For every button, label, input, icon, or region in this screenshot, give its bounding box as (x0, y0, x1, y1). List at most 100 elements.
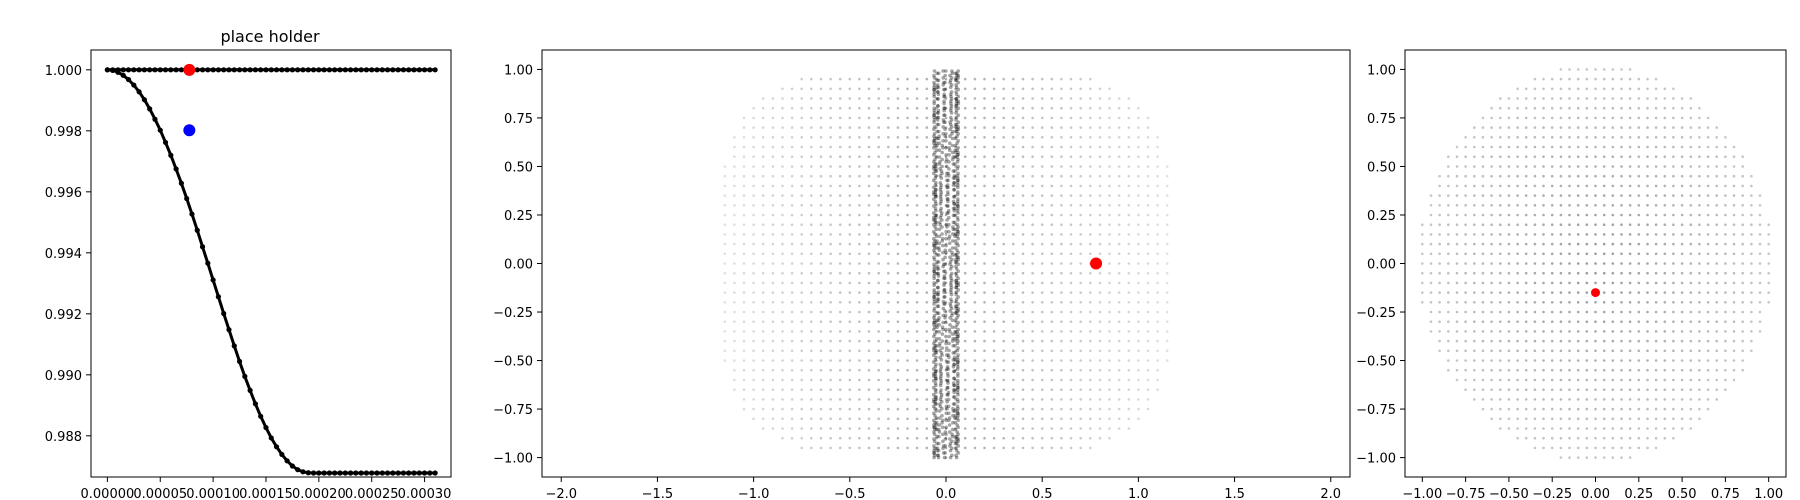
cloud-point (1724, 271, 1727, 275)
cloud-point (1079, 145, 1082, 149)
cloud-point (954, 252, 957, 256)
cloud-point (1672, 320, 1675, 324)
cloud-point (1672, 194, 1675, 197)
cloud-point (1117, 213, 1121, 217)
cloud-point (1031, 388, 1034, 392)
band-point (956, 204, 960, 208)
cloud-point (1499, 310, 1502, 314)
band-point (931, 399, 936, 404)
cloud-point (848, 310, 852, 314)
band-point (956, 236, 960, 241)
cloud-point (1069, 204, 1073, 207)
cloud-point (1429, 301, 1433, 304)
cloud-point (1724, 310, 1727, 314)
cloud-point (1594, 359, 1597, 362)
cloud-point (819, 330, 823, 333)
cloud-point (761, 339, 765, 343)
band-point (952, 213, 957, 218)
cloud-point (1447, 271, 1450, 275)
cloud-point (742, 398, 746, 401)
band-point (955, 255, 959, 260)
cloud-point (915, 106, 919, 110)
band-point (940, 418, 945, 423)
band-point (954, 104, 958, 108)
cloud-point (1002, 330, 1005, 333)
series-point (178, 180, 184, 186)
cloud-point (1559, 116, 1563, 120)
band-point (953, 122, 958, 127)
cloud-point (1516, 320, 1519, 324)
series-point (305, 67, 311, 73)
cloud-point (887, 204, 890, 207)
cloud-point (1568, 359, 1571, 362)
cloud-point (1146, 339, 1150, 343)
band-point (939, 197, 943, 201)
cloud-point (1672, 281, 1675, 285)
cloud-point (1050, 388, 1054, 392)
band-point (934, 409, 939, 413)
band-point (956, 150, 960, 155)
cloud-point (1611, 242, 1615, 246)
cloud-point (1585, 165, 1589, 168)
band-point (946, 353, 951, 357)
cloud-point (1060, 427, 1063, 430)
cloud-point (1542, 417, 1545, 421)
band-point (947, 215, 951, 220)
band-point (941, 76, 945, 80)
cloud-point (1031, 252, 1034, 256)
cloud-point (1050, 204, 1054, 207)
cloud-point (1050, 97, 1054, 100)
cloud-point (1568, 446, 1571, 450)
cloud-point (1576, 77, 1580, 81)
cloud-point (1602, 417, 1606, 421)
cloud-point (1516, 271, 1519, 275)
band-point (944, 69, 948, 73)
cloud-point (1533, 116, 1537, 120)
cloud-point (1715, 145, 1718, 149)
cloud-point (1002, 359, 1005, 362)
cloud-point (800, 242, 803, 246)
cloud-point (906, 301, 909, 304)
cloud-point (1146, 310, 1150, 314)
cloud-point (829, 446, 832, 450)
cloud-point (1089, 223, 1092, 226)
cloud-point (954, 310, 957, 314)
band-point (932, 111, 937, 115)
cloud-point (1559, 407, 1563, 411)
cloud-point (1507, 204, 1511, 207)
cloud-point (1732, 310, 1736, 314)
cloud-point (1750, 349, 1753, 353)
band-point (945, 185, 949, 190)
series-point (147, 67, 153, 73)
cloud-point (1089, 116, 1092, 120)
cloud-point (1464, 388, 1467, 392)
plot-marks (1421, 68, 1770, 459)
cloud-point (1550, 320, 1554, 324)
cloud-point (1165, 330, 1169, 333)
cloud-point (1490, 106, 1493, 110)
cloud-point (1559, 339, 1563, 343)
cloud-point (1060, 155, 1063, 158)
cloud-point (1559, 184, 1563, 188)
cloud-point (1628, 213, 1632, 217)
series-point (358, 67, 364, 73)
cloud-point (858, 252, 861, 256)
cloud-point (1602, 77, 1606, 81)
band-point (933, 176, 938, 180)
band-point (948, 455, 953, 460)
band-point (945, 365, 950, 369)
band-point (935, 297, 940, 302)
cloud-point (1680, 204, 1684, 207)
cloud-point (848, 165, 852, 168)
cloud-point (1663, 368, 1667, 372)
cloud-point (810, 310, 813, 314)
cloud-point (1108, 330, 1111, 333)
cloud-point (1490, 417, 1493, 421)
series-point (406, 470, 412, 476)
cloud-point (1576, 456, 1580, 459)
band-point (940, 218, 944, 222)
band-point (956, 451, 961, 455)
cloud-point (1637, 155, 1641, 158)
cloud-point (896, 213, 900, 217)
cloud-point (1429, 252, 1433, 256)
